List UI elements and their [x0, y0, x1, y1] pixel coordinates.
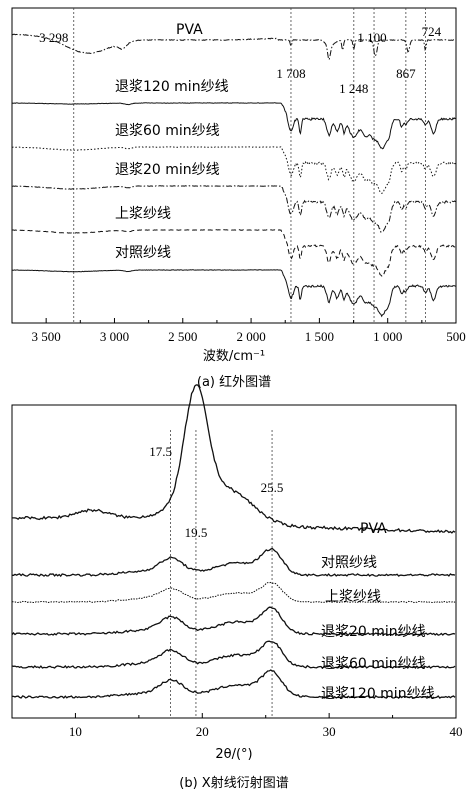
ir-curve: [11, 146, 456, 194]
ir-x-tick-label: 2 500: [168, 329, 197, 344]
xrd-peak-label: 25.5: [261, 480, 284, 495]
xrd-series-label: 退浆20 min纱线: [321, 624, 426, 640]
ir-x-ticks: 3 500 3 000 2 500 2 000 1 500 1 000 500: [11, 318, 466, 344]
ir-curve: [11, 102, 456, 150]
ir-series-label: PVA: [176, 22, 203, 38]
ir-x-tick-label: 2 000: [236, 329, 265, 344]
ir-curve: [12, 185, 456, 234]
ir-series-label: 退浆20 min纱线: [115, 162, 220, 178]
ir-x-tick-label: 1 500: [305, 329, 334, 344]
xrd-curves: [11, 384, 456, 699]
xrd-x-tick-label: 10: [69, 724, 82, 739]
xrd-x-tick-label: 40: [450, 724, 463, 739]
xrd-curve: [11, 640, 456, 670]
ir-reference-lines: [73, 8, 426, 323]
ir-curve: [11, 229, 456, 278]
ir-peak-label: 1 248: [339, 81, 368, 96]
xrd-curve: [11, 606, 456, 636]
xrd-caption: (b) X射线衍射图谱: [179, 775, 288, 791]
ir-peak-label: 1 708: [276, 66, 305, 81]
xrd-series-label: PVA: [360, 521, 387, 537]
ir-series-label: 退浆120 min纱线: [115, 79, 229, 95]
ir-peak-label: 724: [422, 24, 442, 39]
xrd-peak-annotations: 17.5 19.5 25.5: [149, 444, 283, 540]
xrd-series-label: 退浆120 min纱线: [321, 686, 435, 702]
xrd-curve: [11, 669, 456, 699]
ir-curves: [11, 33, 456, 318]
ir-peak-label: 867: [396, 66, 416, 81]
xrd-x-ticks: 10 20 30 40: [11, 713, 463, 739]
xrd-series-label: 退浆60 min纱线: [321, 656, 426, 672]
ir-curve: [11, 33, 456, 61]
xrd-curve: [12, 384, 456, 534]
ir-x-tick-label: 500: [446, 329, 466, 344]
xrd-reference-lines: [170, 430, 273, 718]
ir-peak-label: 1 100: [357, 30, 386, 45]
xrd-curve: [12, 547, 456, 578]
ir-x-tick-label: 1 000: [373, 329, 402, 344]
ir-curve: [11, 269, 456, 318]
xrd-peak-label: 19.5: [185, 525, 208, 540]
ir-caption: (a) 红外图谱: [197, 374, 271, 390]
xrd-curve: [11, 581, 456, 604]
ir-peak-annotations: 3 298 1 708 1 248 1 100 867 724: [39, 24, 442, 96]
xrd-x-tick-label: 20: [196, 724, 209, 739]
ir-series-label: 上浆纱线: [115, 206, 171, 222]
xrd-peak-label: 17.5: [149, 444, 172, 459]
ir-series-label: 退浆60 min纱线: [115, 123, 220, 139]
xrd-x-tick-label: 30: [323, 724, 336, 739]
xrd-series-label: 上浆纱线: [325, 589, 381, 605]
ir-plot-frame: [11, 7, 457, 324]
ir-x-tick-label: 3 000: [100, 329, 129, 344]
xrd-series-label: 对照纱线: [321, 555, 377, 571]
ir-spectrum-panel: 3 500 3 000 2 500 2 000 1 500 1 000 500 3 298 1…: [11, 7, 466, 390]
xrd-plot-frame: [11, 404, 457, 719]
ir-series-label: 对照纱线: [115, 245, 171, 261]
xrd-x-axis-title: 2θ/(°): [215, 747, 252, 762]
ir-x-axis-title: 波数/cm⁻¹: [203, 349, 265, 364]
ir-peak-label: 3 298: [39, 30, 68, 45]
ir-x-tick-label: 3 500: [32, 329, 61, 344]
